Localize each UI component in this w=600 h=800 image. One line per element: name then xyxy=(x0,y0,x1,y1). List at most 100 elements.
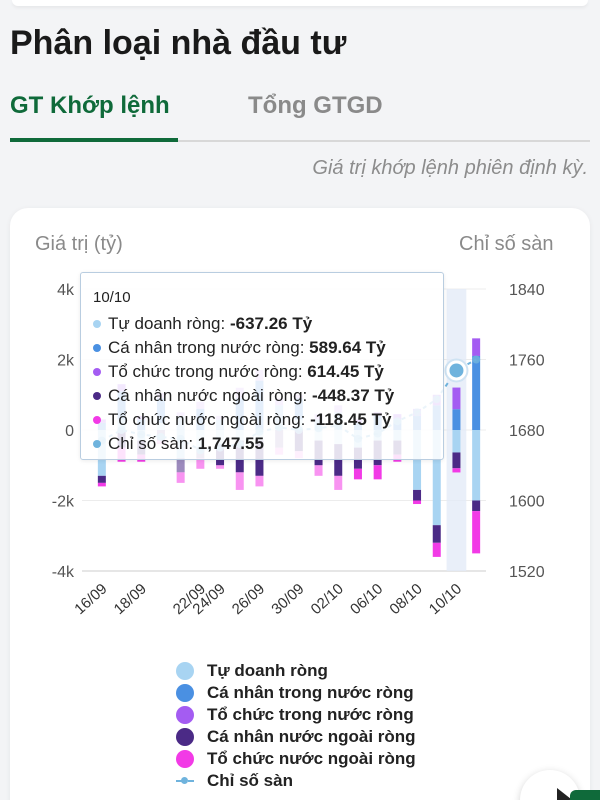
line-marker-icon xyxy=(176,776,194,786)
tab-bar: GT Khớp lệnh Tổng GTGD xyxy=(10,84,590,142)
bar-segment xyxy=(413,500,422,505)
x-tick-label: 06/10 xyxy=(347,580,386,618)
tooltip-value: 589.64 Tỷ xyxy=(309,338,386,357)
tooltip-row: Tự doanh ròng: -637.26 Tỷ xyxy=(93,312,443,336)
bar-segment xyxy=(432,430,441,526)
chart-legend: Tự doanh ròng Cá nhân trong nước ròng Tổ c… xyxy=(176,660,416,792)
y-tick-label: -4k xyxy=(52,564,75,581)
bar-segment xyxy=(452,468,461,473)
corner-accent xyxy=(570,790,600,800)
legend-item[interactable]: Tự doanh ròng xyxy=(176,660,416,682)
tab-gt-khop-lenh[interactable]: GT Khớp lệnh xyxy=(10,92,170,119)
bar-segment xyxy=(432,542,441,557)
y-tick-label: 0 xyxy=(65,423,74,440)
bar-segment xyxy=(452,409,461,430)
bar-segment xyxy=(176,472,185,483)
bar-segment xyxy=(97,475,106,483)
series-dot-icon xyxy=(93,344,101,353)
x-tick-label: 18/09 xyxy=(111,580,150,618)
bar-segment xyxy=(413,489,422,501)
tooltip-label: Tổ chức nước ngoài ròng: xyxy=(108,410,311,429)
page-title: Phân loại nhà đầu tư xyxy=(10,24,347,62)
x-tick-label: 26/09 xyxy=(229,580,268,618)
index-point xyxy=(472,355,481,364)
bar-segment xyxy=(472,511,481,554)
tooltip-date: 10/10 xyxy=(93,289,131,306)
bar-segment xyxy=(314,465,323,476)
tooltip-label: Cá nhân nước ngoài ròng: xyxy=(108,386,312,405)
legend-label: Tổ chức nước ngoài ròng xyxy=(207,749,416,768)
y2-tick-label: 1760 xyxy=(509,353,545,370)
y-axis-right-title: Chỉ số sàn xyxy=(459,233,554,255)
bar-segment xyxy=(472,338,481,356)
bar-segment xyxy=(472,500,481,512)
legend-item[interactable]: Tổ chức trong nước ròng xyxy=(176,704,416,726)
legend-item[interactable]: Chỉ số sàn xyxy=(176,770,416,792)
legend-swatch-icon xyxy=(176,706,194,724)
bar-segment xyxy=(452,387,461,410)
series-dot-icon xyxy=(93,416,101,425)
legend-swatch-icon xyxy=(176,662,194,680)
tooltip-value: 1,747.55 xyxy=(197,434,264,453)
tooltip-value: -448.37 Tỷ xyxy=(312,386,395,405)
x-tick-label: 10/10 xyxy=(426,580,465,618)
arrow-right-icon xyxy=(557,788,571,800)
index-point xyxy=(449,363,464,378)
y-axis-left-title: Giá trị (tỷ) xyxy=(35,233,123,255)
y2-tick-label: 1600 xyxy=(509,494,545,511)
series-dot-icon xyxy=(93,368,101,377)
x-tick-label: 16/09 xyxy=(71,580,110,618)
bar-segment xyxy=(97,482,106,487)
tooltip-label: Tổ chức trong nước ròng: xyxy=(108,362,308,381)
tooltip-value: -118.45 Tỷ xyxy=(310,410,392,429)
tooltip-value: 614.45 Tỷ xyxy=(307,362,384,381)
bar-segment xyxy=(216,465,225,469)
y2-tick-label: 1840 xyxy=(509,282,545,299)
legend-item[interactable]: Tổ chức nước ngoài ròng xyxy=(176,748,416,770)
bar-segment xyxy=(432,525,441,543)
series-dot-icon xyxy=(93,392,101,401)
tooltip-label: Tự doanh ròng: xyxy=(108,314,230,333)
tooltip-value: -637.26 Tỷ xyxy=(229,314,313,333)
legend-swatch-icon xyxy=(176,684,194,702)
bar-segment xyxy=(373,465,382,480)
legend-item[interactable]: Cá nhân nước ngoài ròng xyxy=(176,726,416,748)
active-tab-indicator xyxy=(10,138,178,142)
x-tick-label: 30/09 xyxy=(268,580,307,618)
tooltip-row: Chỉ số sàn: 1,747.55 xyxy=(93,432,443,456)
top-card-edge xyxy=(12,0,588,6)
bar-segment xyxy=(176,458,185,473)
bar-segment xyxy=(472,355,481,430)
bar-segment xyxy=(452,430,461,453)
tooltip-row: Cá nhân nước ngoài ròng: -448.37 Tỷ xyxy=(93,384,443,408)
bar-segment xyxy=(334,475,343,490)
chart-tooltip: 10/10 Tự doanh ròng: -637.26 Tỷ Cá nhân t… xyxy=(80,272,444,460)
y2-tick-label: 1680 xyxy=(509,423,545,440)
legend-label: Cá nhân trong nước ròng xyxy=(207,683,414,702)
legend-label: Tổ chức trong nước ròng xyxy=(207,705,414,724)
y-tick-label: 2k xyxy=(57,353,75,370)
tooltip-label: Cá nhân trong nước ròng: xyxy=(108,338,310,357)
bar-segment xyxy=(353,468,362,480)
y-tick-label: 4k xyxy=(57,282,75,299)
legend-label: Chỉ số sàn xyxy=(207,771,293,790)
y2-tick-label: 1520 xyxy=(509,564,545,581)
tooltip-row: Tổ chức trong nước ròng: 614.45 Tỷ xyxy=(93,360,443,384)
x-tick-label: 02/10 xyxy=(308,580,347,618)
legend-item[interactable]: Cá nhân trong nước ròng xyxy=(176,682,416,704)
y-tick-label: -2k xyxy=(52,494,75,511)
x-tick-label: 08/10 xyxy=(386,580,425,618)
bar-segment xyxy=(255,475,264,487)
legend-swatch-icon xyxy=(176,728,194,746)
tooltip-row: Tổ chức nước ngoài ròng: -118.45 Tỷ xyxy=(93,408,443,432)
tab-tong-gtgd[interactable]: Tổng GTGD xyxy=(248,92,383,119)
bar-segment xyxy=(196,458,205,469)
series-dot-icon xyxy=(93,440,101,449)
legend-label: Tự doanh ròng xyxy=(207,661,328,680)
tooltip-label: Chỉ số sàn: xyxy=(108,434,198,453)
legend-label: Cá nhân nước ngoài ròng xyxy=(207,727,416,746)
chart-subtitle: Giá trị khớp lệnh phiên định kỳ. xyxy=(312,157,588,179)
series-dot-icon xyxy=(93,320,101,329)
bar-segment xyxy=(235,472,244,490)
bar-segment xyxy=(452,452,461,469)
